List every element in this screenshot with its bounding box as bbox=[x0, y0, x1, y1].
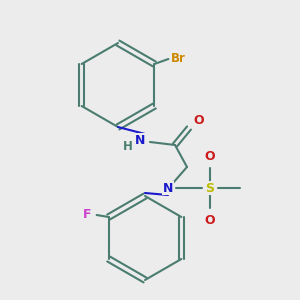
Text: N: N bbox=[135, 134, 145, 146]
Text: N: N bbox=[163, 182, 173, 194]
Text: O: O bbox=[205, 214, 215, 226]
Text: H: H bbox=[123, 140, 133, 152]
Text: F: F bbox=[82, 208, 91, 220]
Text: S: S bbox=[206, 182, 214, 194]
Text: O: O bbox=[194, 113, 204, 127]
Text: O: O bbox=[205, 149, 215, 163]
Text: Br: Br bbox=[171, 52, 186, 64]
